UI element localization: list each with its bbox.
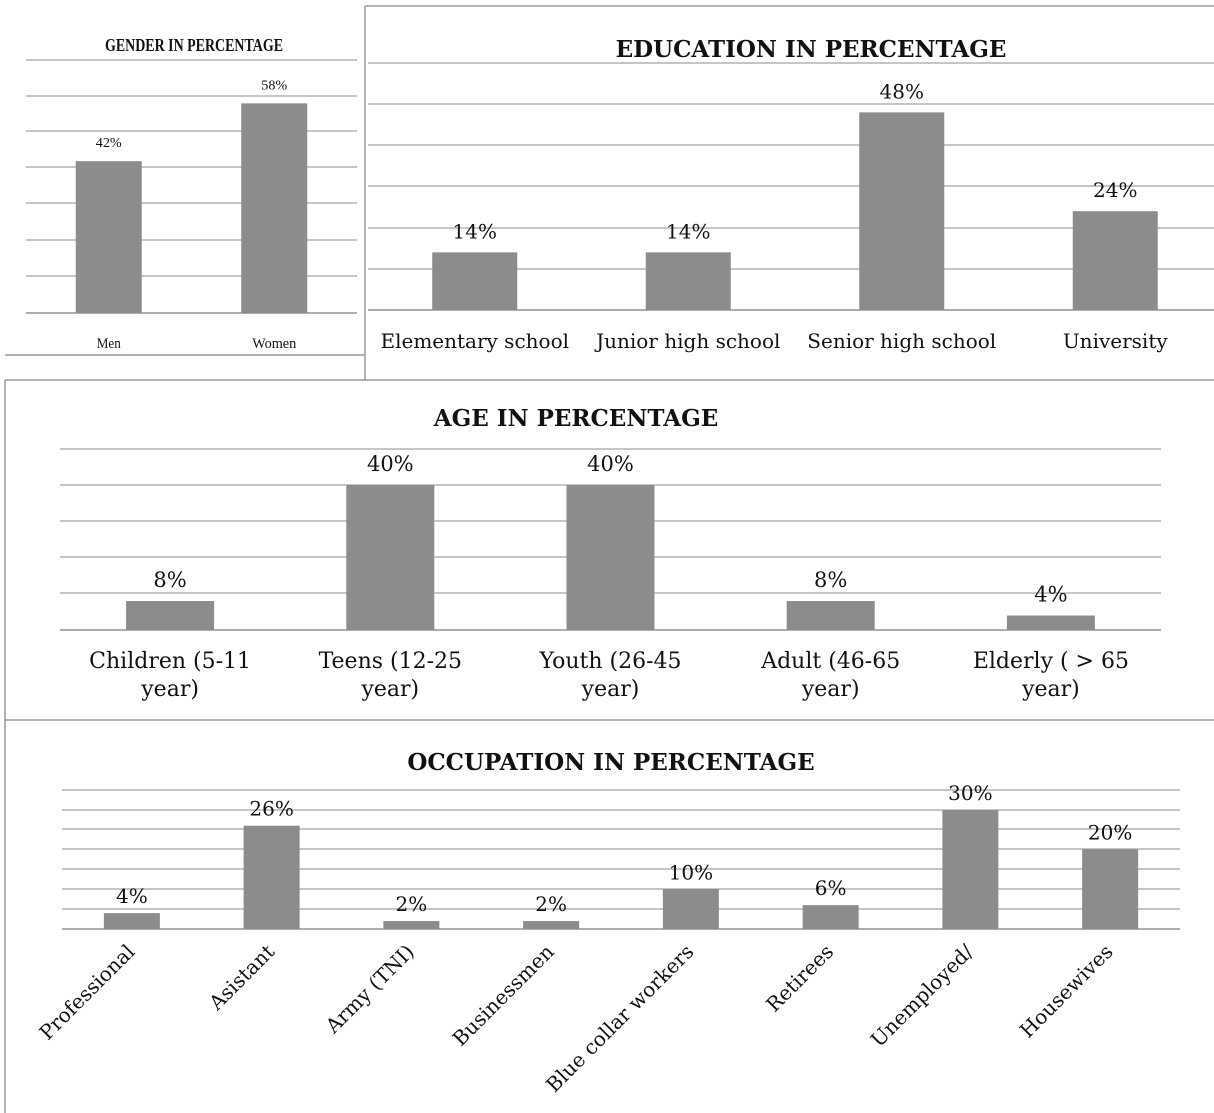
occupation-category-label: Blue collar workers	[541, 940, 698, 1097]
age-category-labels: Children (5-11 year) Teens (12-25 year) Yout…	[89, 649, 1129, 702]
occupation-gridlines	[62, 789, 1180, 930]
occupation-bar	[383, 921, 440, 929]
age-value-label: 8%	[814, 568, 847, 592]
age-chart-title: AGE IN PERCENTAGE	[433, 405, 719, 432]
education-value-label: 48%	[880, 79, 924, 103]
age-bar	[1006, 615, 1095, 630]
occupation-chart: OCCUPATION IN PERCENTAGE 4% 26% 2% 2% 10% 6% 3…	[34, 749, 1180, 1097]
occupation-value-label: 10%	[669, 860, 713, 884]
occupation-value-label: 2%	[396, 892, 428, 916]
occupation-value-label: 20%	[1088, 821, 1132, 845]
occupation-category-label: Businessmen	[448, 939, 559, 1050]
education-category-label: Junior high school	[594, 329, 780, 353]
occupation-category-label: Army (TNI)	[320, 940, 419, 1039]
age-category-label: Youth (26-45 year)	[538, 649, 681, 702]
occupation-value-label: 4%	[116, 884, 148, 908]
age-value-label: 8%	[153, 568, 186, 592]
gender-bar	[241, 103, 308, 313]
occupation-category-labels: Professional Asistant Army (TNI) Businessme…	[34, 939, 1117, 1097]
education-value-label: 14%	[453, 219, 497, 243]
gender-bar	[75, 161, 142, 313]
gender-category-label: Women	[252, 336, 296, 352]
education-chart: EDUCATION IN PERCENTAGE 14% 14% 48% 24% Ele…	[368, 36, 1214, 353]
age-category-label: Adult (46-65 year)	[760, 649, 900, 702]
occupation-value-label: 26%	[249, 797, 293, 821]
occupation-bars	[103, 809, 1139, 929]
occupation-category-label: Unemployed/	[866, 939, 978, 1051]
education-value-label: 24%	[1093, 178, 1137, 202]
gender-category-labels: Men Women	[97, 336, 297, 352]
education-category-label: Elementary school	[380, 329, 569, 353]
occupation-bar	[103, 913, 160, 929]
education-category-label: Senior high school	[807, 329, 996, 353]
age-bars	[126, 485, 1095, 630]
education-category-labels: Elementary school Junior high school Senio…	[380, 329, 1168, 353]
age-category-label: Elderly ( > 65 year)	[973, 649, 1129, 702]
age-chart: AGE IN PERCENTAGE 8% 40% 40% 8% 4% Children …	[60, 405, 1161, 702]
occupation-category-label: Housewives	[1015, 940, 1118, 1043]
age-category-label: Teens (12-25 year)	[319, 649, 462, 702]
age-category-label: Children (5-11 year)	[89, 649, 251, 702]
occupation-bar	[243, 825, 300, 929]
age-value-label: 4%	[1034, 583, 1067, 607]
occupation-chart-title: OCCUPATION IN PERCENTAGE	[407, 749, 814, 776]
education-bar	[859, 112, 945, 311]
gender-chart: GENDER IN PERCENTAGE 42% 58% Men Women	[26, 35, 357, 352]
gender-chart-title: GENDER IN PERCENTAGE	[105, 35, 283, 55]
age-bar	[126, 601, 215, 630]
occupation-bar	[802, 905, 859, 929]
occupation-value-label: 2%	[535, 892, 567, 916]
education-category-label: University	[1063, 329, 1169, 353]
gender-value-labels: 42% 58%	[96, 78, 288, 151]
gender-value-label: 42%	[96, 136, 122, 151]
age-bar	[346, 485, 435, 630]
gender-bars	[75, 103, 308, 313]
occupation-category-label: Asistant	[203, 940, 279, 1016]
education-bars	[432, 112, 1158, 311]
age-value-label: 40%	[367, 452, 414, 476]
education-bar	[432, 252, 518, 310]
education-bar	[645, 252, 731, 310]
gender-category-label: Men	[97, 336, 121, 352]
age-value-label: 40%	[587, 452, 634, 476]
occupation-bar	[523, 921, 580, 929]
age-bar	[566, 485, 655, 630]
age-value-labels: 8% 40% 40% 8% 4%	[153, 452, 1067, 606]
occupation-category-label: Retirees	[761, 940, 838, 1017]
occupation-value-labels: 4% 26% 2% 2% 10% 6% 30% 20%	[116, 781, 1132, 916]
education-chart-title: EDUCATION IN PERCENTAGE	[616, 36, 1007, 63]
occupation-bar	[942, 809, 999, 929]
occupation-value-label: 30%	[948, 781, 992, 805]
occupation-bar	[662, 889, 719, 929]
education-value-labels: 14% 14% 48% 24%	[453, 79, 1138, 243]
age-bar	[786, 601, 875, 630]
occupation-bar	[1082, 849, 1139, 929]
education-bar	[1072, 211, 1158, 310]
gender-value-label: 58%	[261, 78, 287, 93]
panel-frames	[4, 5, 1214, 1113]
occupation-value-label: 6%	[815, 876, 847, 900]
education-value-label: 14%	[666, 219, 710, 243]
gender-gridlines	[26, 59, 357, 314]
occupation-category-label: Professional	[34, 940, 139, 1045]
